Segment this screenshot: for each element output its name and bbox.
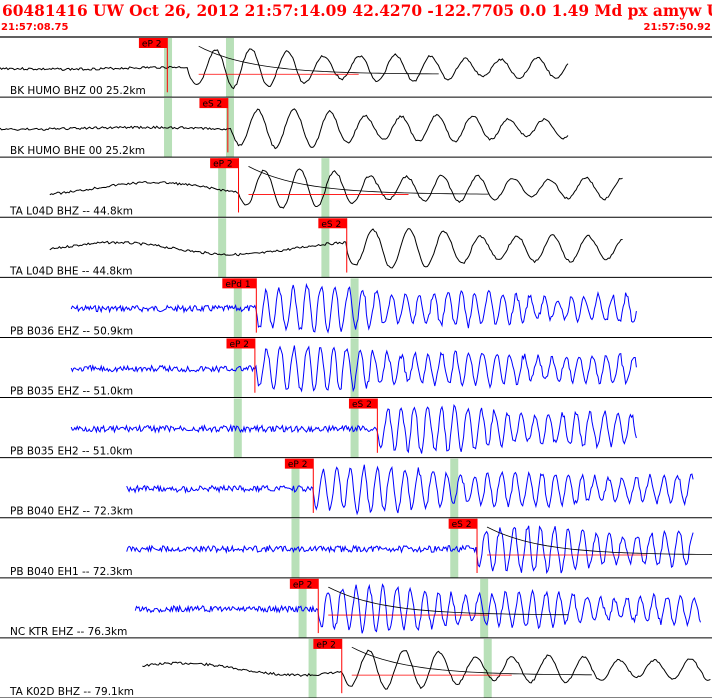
coda-decay-curve xyxy=(351,646,592,676)
waveform-trace xyxy=(49,168,623,209)
event-summary-title: 60481416 UW Oct 26, 2012 21:57:14.09 42.… xyxy=(2,2,712,20)
phase-pick-label: eS 2 xyxy=(202,100,222,110)
phase-pick-flag xyxy=(313,638,342,649)
predicted-arrival-window xyxy=(450,458,459,518)
window-start-time: 21:57:08.75 xyxy=(1,22,69,33)
channel-label: BK HUMO BHE 00 25.2km xyxy=(10,145,145,157)
phase-pick-label: eS 2 xyxy=(321,220,341,230)
waveform-trace xyxy=(70,282,637,334)
coda-decay-curve xyxy=(328,586,569,616)
waveform-trace xyxy=(142,649,711,690)
coda-decay-curve xyxy=(198,45,439,75)
trace-row: ePd 1 PB B036 EHZ -- 50.9km xyxy=(0,278,712,338)
waveform-trace xyxy=(126,525,694,575)
predicted-arrival-window xyxy=(225,38,234,98)
waveform-trace xyxy=(126,464,694,516)
waveform-trace xyxy=(0,48,569,90)
window-end-time: 21:57:50.92 xyxy=(643,22,711,33)
phase-pick-flag xyxy=(318,218,347,229)
phase-pick-label: eP 2 xyxy=(229,340,249,350)
predicted-arrival-window xyxy=(225,98,234,158)
predicted-arrival-window xyxy=(218,218,227,278)
trace-row: eS 2 TA L04D BHE -- 44.8km xyxy=(0,218,712,278)
coda-decay-curve xyxy=(486,526,712,555)
phase-pick-label: eS 2 xyxy=(452,520,472,530)
predicted-arrival-window xyxy=(480,578,489,638)
phase-pick-label: eP 2 xyxy=(293,580,313,590)
predicted-arrival-window xyxy=(298,578,307,638)
phase-pick-label: eS 2 xyxy=(352,400,372,410)
phase-pick-label: ePd 1 xyxy=(225,280,250,290)
phase-pick-label: eP 2 xyxy=(142,40,162,50)
channel-label: TA K02D BHZ -- 79.1km xyxy=(9,686,134,698)
channel-label: PB B036 EHZ -- 50.9km xyxy=(10,325,133,337)
coda-decay-curve xyxy=(248,166,489,195)
phase-pick-flag xyxy=(138,38,168,48)
predicted-arrival-window xyxy=(291,458,300,518)
phase-pick-label: eP 2 xyxy=(288,460,308,470)
predicted-arrival-window xyxy=(350,338,359,398)
trace-row: eP 2 NC KTR EHZ -- 76.3km xyxy=(0,578,712,639)
trace-row: eS 2 PB B040 EH1 -- 72.3km xyxy=(0,518,712,579)
waveform-trace xyxy=(70,345,637,393)
phase-pick-label: eP 2 xyxy=(213,160,233,170)
trace-row: eP 2 TA K02D BHZ -- 79.1km xyxy=(0,638,712,698)
waveform-trace xyxy=(70,404,637,454)
channel-label: BK HUMO BHZ 00 25.2km xyxy=(10,85,146,97)
predicted-arrival-window xyxy=(308,638,317,698)
waveform-trace xyxy=(49,228,623,269)
predicted-arrival-window xyxy=(350,278,359,338)
predicted-arrival-window xyxy=(233,398,242,458)
phase-pick-flag xyxy=(448,518,478,529)
trace-row: eP 2 TA L04D BHZ -- 44.8km xyxy=(0,158,712,218)
channel-label: NC KTR EHZ -- 76.3km xyxy=(10,626,127,638)
channel-label: PB B040 EH1 -- 72.3km xyxy=(10,566,133,578)
predicted-arrival-window xyxy=(218,158,227,218)
predicted-arrival-window xyxy=(321,218,330,278)
trace-row: eS 2 BK HUMO BHE 00 25.2km xyxy=(0,98,712,158)
channel-label: TA L04D BHZ -- 44.8km xyxy=(9,205,133,217)
predicted-arrival-window xyxy=(350,398,359,458)
trace-row: eP 2 PB B035 EHZ -- 51.0km xyxy=(0,338,712,399)
phase-pick-flag xyxy=(226,338,255,349)
channel-label: PB B035 EH2 -- 51.0km xyxy=(10,446,133,458)
channel-label: PB B040 EHZ -- 72.3km xyxy=(10,506,133,518)
trace-row: eS 2 PB B035 EH2 -- 51.0km xyxy=(0,398,712,459)
phase-pick-flag xyxy=(284,458,314,469)
predicted-arrival-window xyxy=(291,518,300,578)
phase-pick-flag xyxy=(210,158,239,169)
channel-label: PB B035 EHZ -- 51.0km xyxy=(10,386,133,398)
phase-pick-flag xyxy=(199,98,228,109)
trace-row: eP 2 BK HUMO BHZ 00 25.2km xyxy=(0,38,712,98)
phase-pick-label: eP 2 xyxy=(316,640,336,650)
trace-row: eP 2 PB B040 EHZ -- 72.3km xyxy=(0,458,712,519)
phase-pick-flag xyxy=(289,578,319,589)
waveform-trace xyxy=(134,583,701,634)
waveform-trace xyxy=(0,108,569,150)
phase-pick-flag xyxy=(222,278,257,289)
channel-label: TA L04D BHE -- 44.8km xyxy=(9,265,132,277)
predicted-arrival-window xyxy=(483,638,492,698)
phase-pick-flag xyxy=(348,398,378,409)
predicted-arrival-window xyxy=(450,518,459,578)
